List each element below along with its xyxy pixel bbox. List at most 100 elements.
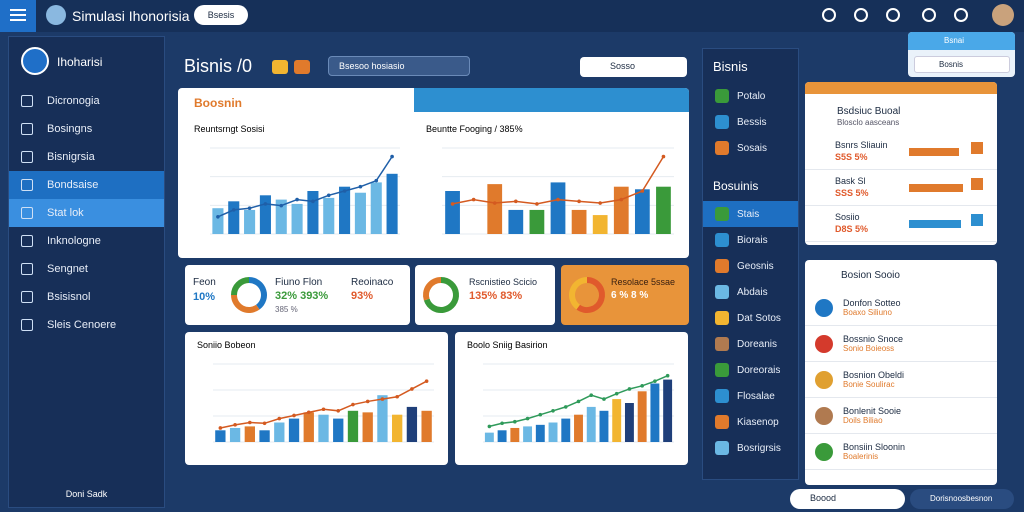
badge (294, 60, 310, 74)
card-header (414, 88, 689, 112)
bar (599, 410, 609, 442)
row-icon (971, 178, 983, 190)
nav-icon (21, 179, 33, 191)
list-icon (815, 406, 833, 425)
panel-item[interactable]: Dat Sotos (703, 305, 798, 331)
panel-list: Stais Biorais Geosnis Abdais Dat Sotos Dorean… (703, 201, 798, 461)
panel-item[interactable]: Bessis (703, 109, 798, 135)
panel-item[interactable]: Flosalae (703, 383, 798, 409)
bar (548, 422, 558, 442)
icon[interactable] (886, 8, 900, 22)
donut-segment (231, 277, 250, 296)
menu-button[interactable] (0, 0, 36, 32)
nav-item[interactable]: Dicronogia (9, 87, 164, 115)
nav-list: Dicronogia Bosingns Bisnigrsia Bondsaise Sta… (9, 87, 164, 339)
bar (613, 186, 629, 234)
bar (650, 383, 660, 442)
list-item[interactable]: Bossnio Snoce Sonio Boieoss (805, 326, 997, 362)
list-item[interactable]: Bonsiin Sloonin Boalerinis (805, 434, 997, 470)
line-point (410, 387, 414, 391)
icon[interactable] (922, 8, 936, 22)
bar (586, 406, 596, 442)
line-point (365, 399, 370, 404)
panel-item[interactable]: Stais (703, 201, 798, 227)
bar (624, 403, 634, 442)
kpi-title: Fiuno Flon (275, 277, 323, 288)
list-card: Bosion Sooio Donfon Sotteo Boaxo Siliuno B… (805, 260, 997, 485)
bar (244, 426, 255, 442)
bar (291, 203, 303, 234)
panel-label: Abdais (737, 286, 768, 298)
sidebar: Ihoharisi Dicronogia Bosingns Bisnigrsia Bo… (8, 36, 165, 508)
nav-item[interactable]: Stat lok (9, 199, 164, 227)
nav-item[interactable]: Bondsaise (9, 171, 164, 199)
bottom-search[interactable]: Boood (790, 489, 905, 509)
row-label: Bask Sl (835, 176, 866, 186)
line-point (395, 394, 399, 399)
nav-label: Stat lok (47, 207, 84, 219)
panel-label: Bosrigrsis (737, 442, 781, 454)
bar (550, 182, 566, 234)
line-point (321, 407, 326, 412)
bar (406, 406, 418, 442)
search-box[interactable]: Bsesoo hosiasio (328, 56, 470, 76)
widget-select[interactable]: Bosnis (914, 56, 1010, 73)
nav-label: Inknologne (47, 235, 101, 247)
bottom-button[interactable]: Dorisnoosbesnon (910, 489, 1014, 509)
list-text: Bonlenit Sooie Doils Biliao (843, 406, 901, 425)
icon[interactable] (954, 8, 968, 22)
nav-item[interactable]: Bsisisnol (9, 283, 164, 311)
list-title: Bonlenit Sooie (843, 406, 902, 416)
top-button[interactable]: Bsesis (194, 5, 248, 25)
line-point (602, 397, 606, 401)
nav-label: Bisnigrsia (47, 151, 95, 163)
bar (663, 379, 673, 442)
kpi-title: Rscnistieo Scicio (469, 277, 538, 287)
panel-label: Sosais (737, 142, 768, 154)
list-title: Bonsiin Sloonin (843, 442, 906, 452)
panel-item[interactable]: Geosnis (703, 253, 798, 279)
panel-icon (715, 311, 729, 325)
icon[interactable] (822, 8, 836, 22)
list-item[interactable]: Bosnion Obeldi Bonie Soulirac (805, 362, 997, 398)
list-item[interactable]: Bonlenit Sooie Doils Biliao (805, 398, 997, 434)
line-point (390, 154, 394, 159)
kpi-card: Rscnistieo Scicio 135% 83% (415, 265, 555, 325)
app-title: Simulasi Ihonorisia (72, 8, 190, 24)
panel-icon (715, 259, 729, 273)
nav-icon (21, 319, 33, 331)
nav-item[interactable]: Bisnigrsia (9, 143, 164, 171)
menu-icon (10, 9, 26, 11)
panel-item[interactable]: Doreorais (703, 357, 798, 383)
panel-icon (715, 115, 729, 129)
avatar[interactable] (992, 4, 1014, 26)
panel-item[interactable]: Sosais (703, 135, 798, 161)
panel-item[interactable]: Doreanis (703, 331, 798, 357)
panel-icon (715, 441, 729, 455)
nav-item[interactable]: Sleis Cenoere (9, 311, 164, 339)
nav-item[interactable]: Inknologne (9, 227, 164, 255)
panel-item[interactable]: Kiasenop (703, 409, 798, 435)
panel-icon (715, 337, 729, 351)
line-point (450, 202, 455, 206)
list-sub: Boalerinis (843, 452, 879, 461)
panel-item[interactable]: Potalo (703, 83, 798, 109)
nav-item[interactable]: Bosingns (9, 115, 164, 143)
icon[interactable] (854, 8, 868, 22)
summary-row: Bask Sl SSS 5% (805, 170, 997, 206)
right-panel: Bisnis Potalo Bessis Sosais Bosuinis Stais… (702, 48, 799, 480)
panel-label: Biorais (737, 234, 768, 246)
line-point (231, 208, 236, 212)
kpi-value: 93% (351, 290, 374, 302)
bar (535, 424, 545, 442)
kpi-value: 135% 83% (469, 290, 523, 302)
panel-item[interactable]: Abdais (703, 279, 798, 305)
panel-item[interactable]: Biorais (703, 227, 798, 253)
card-title: Bsdsiuc Buoal (837, 106, 901, 117)
list-item[interactable]: Donfon Sotteo Boaxo Siliuno (805, 290, 997, 326)
panel-item[interactable]: Bosrigrsis (703, 435, 798, 461)
badge (272, 60, 288, 74)
select[interactable]: Sosso (580, 57, 687, 77)
panel-icon (715, 415, 729, 429)
nav-item[interactable]: Sengnet (9, 255, 164, 283)
